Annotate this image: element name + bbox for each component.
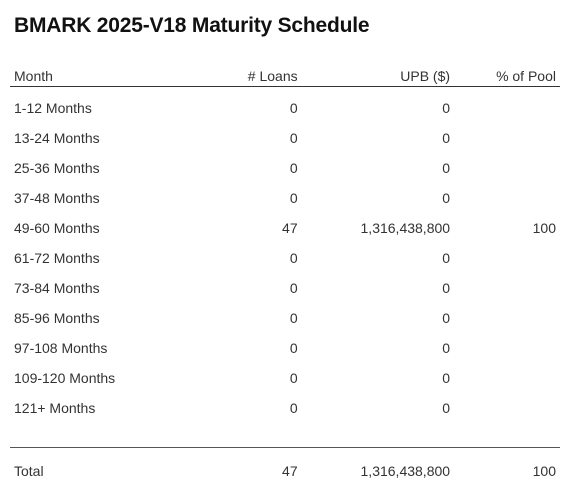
cell-upb: 0 (302, 153, 454, 183)
total-row: Total 47 1,316,438,800 100 (10, 448, 560, 490)
cell-upb: 0 (302, 273, 454, 303)
cell-pool (454, 153, 560, 183)
cell-pool (454, 333, 560, 363)
cell-loans: 0 (204, 183, 302, 213)
page-title: BMARK 2025-V18 Maturity Schedule (14, 14, 369, 38)
cell-loans: 47 (204, 213, 302, 243)
cell-month: 97-108 Months (10, 333, 204, 363)
cell-upb: 0 (302, 87, 454, 124)
column-header-pool: % of Pool (454, 61, 560, 87)
cell-pool (454, 243, 560, 273)
cell-month: 61-72 Months (10, 243, 204, 273)
cell-loans: 0 (204, 333, 302, 363)
cell-pool (454, 363, 560, 393)
cell-month: 121+ Months (10, 393, 204, 423)
cell-upb: 0 (302, 183, 454, 213)
cell-month: 49-60 Months (10, 213, 204, 243)
cell-month: 37-48 Months (10, 183, 204, 213)
total-label: Total (10, 448, 204, 490)
cell-pool (454, 87, 560, 124)
table-header-row: Month # Loans UPB ($) % of Pool (10, 61, 560, 87)
cell-loans: 0 (204, 273, 302, 303)
cell-month: 73-84 Months (10, 273, 204, 303)
cell-loans: 0 (204, 363, 302, 393)
cell-loans: 0 (204, 153, 302, 183)
cell-loans: 0 (204, 303, 302, 333)
table-row: 1-12 Months 0 0 (10, 87, 560, 124)
total-loans: 47 (204, 448, 302, 490)
table-row: 37-48 Months 0 0 (10, 183, 560, 213)
cell-upb: 0 (302, 123, 454, 153)
column-header-upb: UPB ($) (302, 61, 454, 87)
table-row: 109-120 Months 0 0 (10, 363, 560, 393)
cell-upb: 0 (302, 303, 454, 333)
table-row: 85-96 Months 0 0 (10, 303, 560, 333)
total-pool: 100 (454, 448, 560, 490)
table-row: 25-36 Months 0 0 (10, 153, 560, 183)
cell-upb: 0 (302, 333, 454, 363)
cell-pool (454, 183, 560, 213)
cell-loans: 0 (204, 393, 302, 423)
total-divider (10, 423, 560, 448)
cell-upb: 0 (302, 363, 454, 393)
cell-pool (454, 123, 560, 153)
table-row: 73-84 Months 0 0 (10, 273, 560, 303)
cell-loans: 0 (204, 123, 302, 153)
cell-pool (454, 273, 560, 303)
table-row: 13-24 Months 0 0 (10, 123, 560, 153)
cell-upb: 0 (302, 393, 454, 423)
cell-month: 25-36 Months (10, 153, 204, 183)
cell-month: 13-24 Months (10, 123, 204, 153)
cell-loans: 0 (204, 243, 302, 273)
cell-month: 85-96 Months (10, 303, 204, 333)
cell-pool (454, 393, 560, 423)
cell-pool: 100 (454, 213, 560, 243)
cell-upb: 1,316,438,800 (302, 213, 454, 243)
column-header-loans: # Loans (204, 61, 302, 87)
total-upb: 1,316,438,800 (302, 448, 454, 490)
cell-month: 109-120 Months (10, 363, 204, 393)
table-row: 61-72 Months 0 0 (10, 243, 560, 273)
table-row: 121+ Months 0 0 (10, 393, 560, 423)
cell-loans: 0 (204, 87, 302, 124)
cell-upb: 0 (302, 243, 454, 273)
cell-month: 1-12 Months (10, 87, 204, 124)
table-row: 97-108 Months 0 0 (10, 333, 560, 363)
cell-pool (454, 303, 560, 333)
column-header-month: Month (10, 61, 204, 87)
maturity-schedule-table: Month # Loans UPB ($) % of Pool 1-12 Mon… (10, 61, 560, 490)
table-row: 49-60 Months 47 1,316,438,800 100 (10, 213, 560, 243)
